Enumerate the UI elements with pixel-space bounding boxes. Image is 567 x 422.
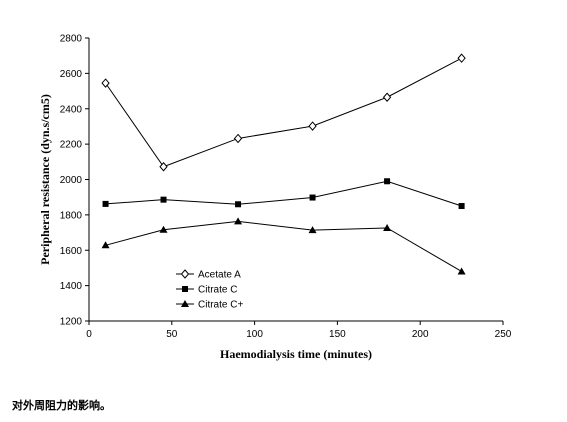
x-tick-label: 250 — [495, 329, 512, 340]
data-point — [233, 133, 243, 144]
data-point — [309, 194, 316, 201]
data-point — [457, 267, 466, 275]
legend-entry: Citrate C — [176, 285, 237, 296]
y-tick-label: 2000 — [60, 175, 83, 186]
series-line — [105, 180, 462, 207]
legend-label: Citrate C+ — [198, 300, 243, 311]
data-point — [159, 162, 168, 172]
figure-caption: 对外周阻力的影响。 — [12, 399, 111, 412]
data-point — [382, 92, 392, 103]
data-point — [458, 203, 465, 210]
x-tick-label: 50 — [166, 329, 178, 340]
y-tick-label: 1400 — [60, 281, 83, 292]
line-chart: 1200 1400 1600 1800 2000 2200 2400 2600 2800 0 50 1… — [38, 34, 512, 362]
series-3 — [101, 217, 466, 275]
legend-entry: Citrate C+ — [176, 300, 243, 311]
x-axis-title: Haemodialysis time (minutes) — [220, 347, 372, 361]
data-point — [101, 241, 110, 249]
data-point — [235, 201, 242, 208]
x-tick-label: 0 — [86, 329, 92, 340]
data-point — [457, 53, 466, 63]
y-tick-label: 1200 — [60, 317, 83, 328]
y-axis-title: Peripheral resistance (dyn.s/cm5) — [38, 94, 52, 265]
series-line — [105, 57, 462, 168]
series-1 — [101, 53, 466, 172]
series-line — [105, 220, 462, 272]
x-tick-label: 150 — [329, 329, 346, 340]
y-tick-label: 1800 — [60, 210, 83, 221]
data-point — [383, 223, 392, 231]
data-point — [234, 217, 243, 225]
legend-label: Citrate C — [198, 285, 237, 296]
legend: Acetate A Citrate C Citrate C+ — [176, 269, 243, 311]
legend-marker — [180, 269, 190, 279]
legend-entry: Acetate A — [176, 269, 241, 281]
data-point — [101, 78, 110, 88]
legend-marker — [181, 300, 189, 307]
y-tick-label: 2200 — [60, 140, 83, 151]
y-tick-label: 2800 — [60, 34, 83, 45]
legend-label: Acetate A — [198, 270, 241, 281]
y-tick-label: 1600 — [60, 246, 83, 257]
data-point — [159, 225, 168, 233]
y-tick-label: 2600 — [60, 69, 83, 80]
axes: 1200 1400 1600 1800 2000 2200 2400 2600 2800 0 50 1… — [60, 34, 512, 341]
x-tick-label: 200 — [412, 329, 429, 340]
series-2 — [102, 178, 465, 210]
x-tick-label: 100 — [246, 329, 263, 340]
data-point — [160, 196, 167, 203]
data-point — [102, 200, 109, 207]
data-point — [308, 226, 317, 234]
data-point — [384, 178, 391, 185]
legend-marker — [182, 286, 188, 292]
data-point — [308, 121, 317, 131]
y-tick-label: 2400 — [60, 104, 83, 115]
series-layer — [101, 53, 466, 275]
